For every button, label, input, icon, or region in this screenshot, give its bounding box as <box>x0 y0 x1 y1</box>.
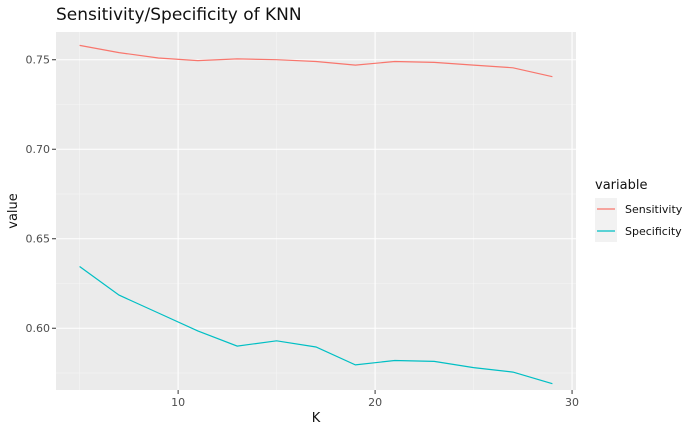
series-line-sensitivity <box>79 44 553 78</box>
y-tick-label: 0.75 <box>26 54 51 67</box>
series-lines <box>79 44 553 385</box>
legend-label: Specificity <box>625 225 682 238</box>
minor-gridlines <box>56 32 576 390</box>
y-axis-title: value <box>6 193 21 229</box>
x-axis-title: K <box>312 411 321 426</box>
chart-title: Sensitivity/Specificity of KNN <box>56 5 302 25</box>
y-tick-label: 0.70 <box>26 143 51 156</box>
series-line-specificity <box>79 266 553 385</box>
legend: variable Sensitivity Specificity <box>595 178 683 242</box>
y-tick-label: 0.65 <box>26 233 51 246</box>
plot-panel <box>56 32 576 390</box>
x-tick-label: 20 <box>368 396 382 409</box>
tick-labels: 10 20 30 0.60 0.65 0.70 0.75 <box>26 54 580 409</box>
x-tick-label: 10 <box>171 396 185 409</box>
x-tick-label: 30 <box>565 396 579 409</box>
legend-label: Sensitivity <box>625 203 683 216</box>
legend-title: variable <box>595 178 647 193</box>
y-tick-label: 0.60 <box>26 322 51 335</box>
major-gridlines <box>56 32 576 390</box>
axis-ticks <box>52 59 573 394</box>
